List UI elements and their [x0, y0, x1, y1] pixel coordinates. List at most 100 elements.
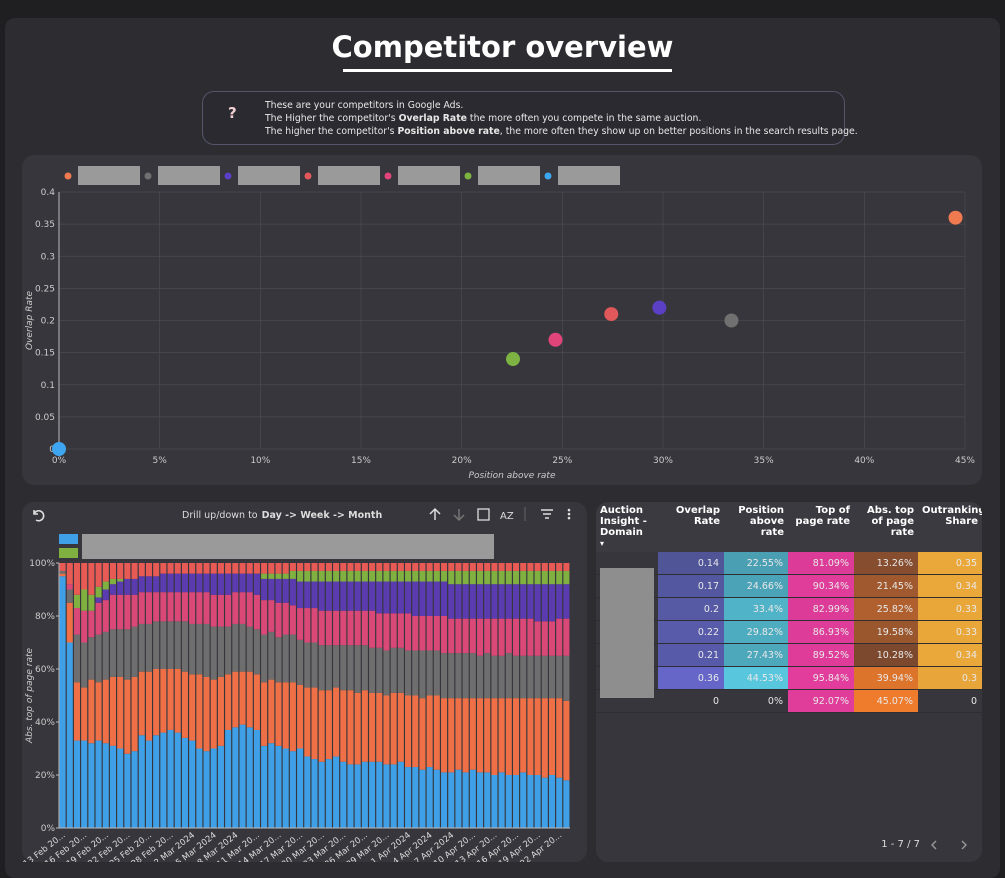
bar-segment: [477, 698, 484, 773]
bar-segment: [512, 775, 520, 828]
bar-segment: [261, 682, 268, 746]
bar-segment: [563, 618, 570, 656]
bar-segment: [261, 600, 268, 635]
help-icon: ?: [228, 104, 237, 122]
table-cell: 95.84%: [788, 666, 854, 690]
bar-segment: [354, 581, 361, 611]
bar-segment: [426, 563, 433, 571]
bar-segment: [433, 570, 440, 582]
redacted-domains: [600, 568, 654, 698]
bar-segment: [455, 769, 462, 828]
bar-segment: [225, 729, 232, 828]
bar-segment: [289, 570, 296, 579]
bar-segment: [325, 610, 332, 646]
bar-segment: [505, 570, 512, 585]
bar-segment: [455, 698, 462, 770]
undo-icon[interactable]: [33, 510, 45, 522]
bar-segment: [282, 748, 289, 828]
table-cell: 44.53%: [724, 666, 788, 690]
bar-segment: [311, 581, 318, 609]
bar-segment: [520, 570, 527, 585]
bar-segment: [311, 687, 318, 760]
table-cell: 39.94%: [854, 666, 918, 690]
column-header: Position above rate: [738, 505, 784, 538]
bar-segment: [376, 563, 383, 571]
info-text: These are your competitors in Google Ads…: [265, 100, 464, 111]
bar-segment: [117, 578, 124, 582]
bar-segment: [282, 563, 289, 574]
bar-segment: [397, 581, 404, 614]
table-row: 0.17 24.66% 90.34% 21.45% 0.34: [596, 574, 982, 598]
bar-segment: [369, 581, 376, 611]
bar-segment: [369, 647, 376, 693]
bar-segment: [527, 618, 534, 656]
bar-segment: [318, 610, 325, 646]
pagination: 1 - 7 / 7: [881, 839, 920, 850]
chart-type-icon[interactable]: [477, 508, 490, 521]
bar-segment: [109, 584, 117, 595]
bar-segment: [160, 669, 167, 733]
x-tick-label: 25%: [552, 456, 572, 466]
table-cell: 81.09%: [788, 552, 854, 575]
legend-dot: [464, 172, 472, 180]
bar-segment: [59, 576, 66, 828]
bar-segment: [131, 676, 138, 752]
prev-page[interactable]: [931, 840, 937, 850]
bar-segment: [189, 740, 196, 828]
y-tick-label: 0.15: [35, 349, 55, 359]
bar-segment: [95, 586, 102, 598]
drill-label: Drill up/down to: [182, 510, 258, 521]
bar-segment: [534, 698, 541, 775]
y-tick-label: 0.4: [41, 188, 56, 198]
bar-segment: [282, 573, 289, 579]
bar-segment: [153, 621, 160, 669]
y-tick-label: 0.05: [35, 413, 55, 423]
filter-icon[interactable]: [541, 509, 553, 519]
bar-segment: [124, 594, 131, 630]
bar-segment: [426, 650, 433, 696]
bar-segment: [124, 629, 131, 680]
table-cell: 0.14: [658, 552, 724, 575]
info-text: , the more often they show up on better …: [499, 126, 858, 137]
info-line: These are your competitors in Google Ads…: [265, 99, 858, 112]
bar-segment: [81, 687, 88, 741]
bar-segment: [498, 655, 505, 699]
next-page[interactable]: [961, 840, 967, 850]
redacted-legend: [82, 534, 494, 559]
bar-segment: [484, 584, 491, 619]
bar-segment: [95, 563, 102, 587]
legend-swatch: [59, 548, 78, 558]
table-cell: 0: [918, 689, 982, 713]
bar-segment: [412, 616, 419, 651]
bar-segment: [354, 692, 361, 765]
bar-segment: [246, 592, 253, 627]
table-cell: 21.45%: [854, 574, 918, 598]
bar-segment: [498, 563, 505, 571]
drill-down-icon[interactable]: [453, 509, 465, 522]
bar-segment: [548, 563, 556, 571]
bar-segment: [426, 616, 433, 651]
table-cell: 0: [658, 689, 724, 713]
bar-segment: [203, 592, 210, 624]
redacted-legend: [558, 166, 620, 185]
y-tick-label: 0.2: [41, 317, 55, 327]
bar-segment: [361, 570, 368, 582]
bar-segment: [433, 563, 440, 571]
bar-segment: [441, 563, 448, 571]
sort-icon[interactable]: AZ: [500, 511, 514, 522]
bar-segment: [441, 698, 448, 773]
bar-segment: [174, 669, 181, 733]
bar-segment: [66, 642, 73, 828]
bar-segment: [217, 563, 224, 574]
bar-segment: [196, 748, 203, 828]
y-tick-label: 100%: [29, 559, 55, 569]
bar-segment: [462, 584, 469, 619]
bar-segment: [268, 743, 275, 828]
x-axis-label: Position above rate: [469, 471, 556, 481]
bar-segment: [383, 695, 390, 765]
legend-dot: [544, 172, 552, 180]
bar-segment: [124, 679, 131, 754]
drill-up-icon[interactable]: [429, 507, 441, 520]
bar-segment: [297, 570, 304, 582]
bar-segment: [232, 573, 239, 593]
